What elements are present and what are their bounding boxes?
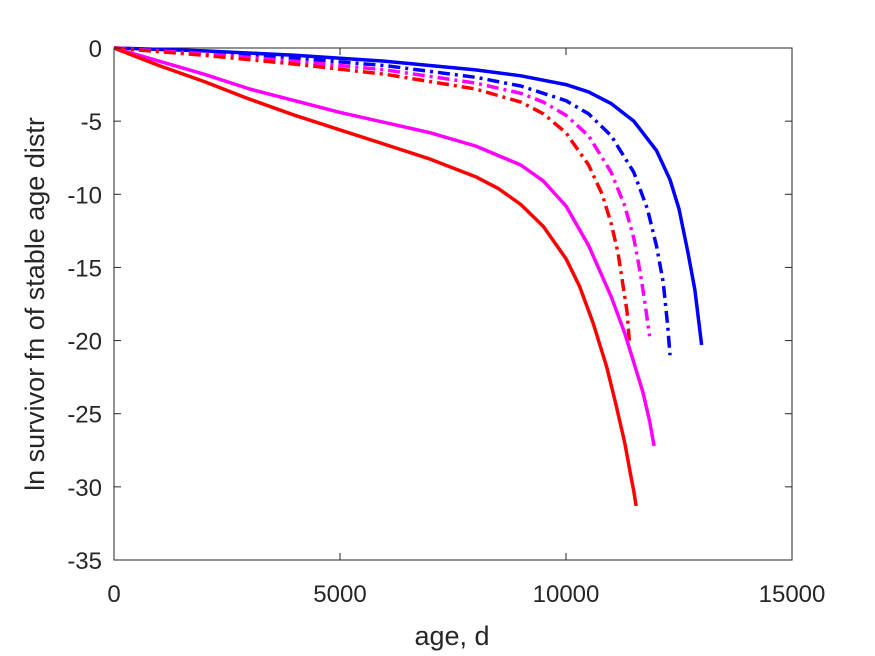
series-line-5	[113, 46, 656, 447]
series-line-4	[113, 46, 632, 341]
x-axis-label: age, d	[414, 621, 489, 651]
y-tick-label: -10	[67, 182, 102, 209]
y-tick-label: -35	[67, 548, 102, 575]
y-tick-label: 0	[89, 36, 102, 63]
y-tick-label: -5	[81, 109, 102, 136]
series-line-3	[113, 46, 652, 337]
x-tick-label: 15000	[759, 581, 826, 608]
y-tick-label: -20	[67, 329, 102, 356]
y-axis-label: ln survivor fn of stable age distr	[20, 117, 50, 491]
y-tick-label: -25	[67, 402, 102, 429]
y-tick-label: -30	[67, 475, 102, 502]
x-tick-label: 5000	[313, 581, 366, 608]
series-line-6	[113, 46, 638, 507]
ticks-layer: 0 5000 10000 15000 0 -5 -10 -15 -20 -25 -30 -35	[67, 36, 825, 608]
x-tick-label: 0	[107, 581, 120, 608]
series-line-2	[113, 46, 672, 356]
series-layer	[113, 46, 704, 507]
plot-frame	[113, 47, 793, 561]
plot-area	[113, 47, 793, 561]
x-tick-label: 10000	[533, 581, 600, 608]
series-line-1	[113, 46, 704, 346]
y-tick-label: -15	[67, 255, 102, 282]
